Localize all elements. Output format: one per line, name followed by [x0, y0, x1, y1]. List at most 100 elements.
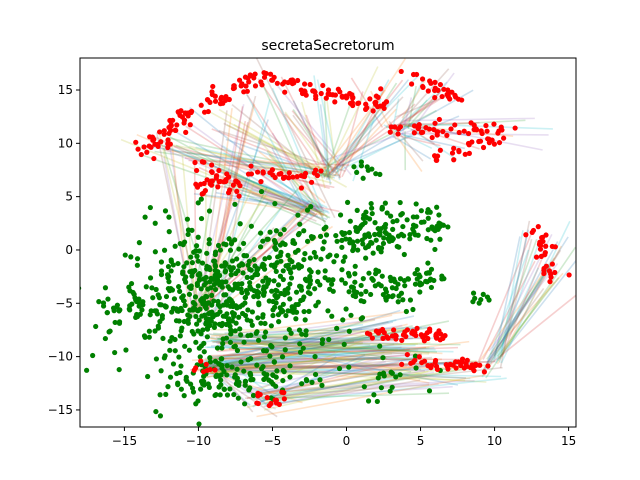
red-point — [429, 134, 435, 141]
red-point — [481, 369, 487, 375]
red-point — [323, 95, 329, 101]
red-point — [433, 363, 440, 369]
green-point — [158, 268, 165, 274]
green-point — [232, 237, 238, 243]
green-point — [143, 284, 149, 290]
red-point — [209, 89, 215, 95]
green-point — [315, 269, 321, 275]
green-point — [418, 281, 425, 287]
red-point — [523, 232, 529, 238]
link-line — [163, 149, 330, 170]
link-line — [482, 287, 545, 371]
green-point — [329, 313, 335, 319]
green-point — [215, 242, 222, 249]
red-point — [212, 98, 219, 104]
green-point — [242, 379, 249, 385]
green-point — [389, 293, 395, 300]
green-point — [272, 201, 278, 207]
link-line — [210, 340, 470, 375]
link-line — [188, 159, 350, 166]
red-point — [255, 400, 261, 407]
green-point — [399, 210, 405, 217]
red-point — [244, 88, 250, 94]
link-line — [489, 272, 564, 355]
red-point — [384, 334, 390, 340]
green-point — [373, 271, 379, 277]
green-point — [303, 328, 309, 334]
green-point — [195, 398, 201, 404]
green-point — [285, 308, 291, 314]
green-point — [260, 278, 266, 284]
green-point — [340, 258, 346, 264]
green-point — [204, 326, 211, 332]
link-line — [261, 392, 450, 400]
green-point — [189, 227, 195, 233]
link-line — [203, 321, 389, 364]
green-point — [181, 264, 187, 270]
red-point — [498, 124, 504, 130]
green-point — [153, 286, 159, 293]
green-points-layer — [80, 159, 492, 427]
green-point — [426, 388, 433, 394]
y-tick-label: 0 — [65, 243, 73, 257]
red-point — [280, 81, 286, 87]
red-point — [274, 80, 280, 86]
red-point — [255, 169, 261, 175]
red-point — [458, 362, 464, 369]
green-point — [363, 214, 370, 221]
green-point — [363, 255, 369, 261]
green-point — [389, 370, 395, 376]
green-point — [389, 384, 395, 390]
link-line — [498, 230, 524, 363]
green-point — [224, 372, 230, 378]
link-line — [210, 337, 398, 351]
green-point — [350, 247, 356, 254]
green-point — [314, 278, 321, 285]
green-point — [387, 388, 393, 394]
y-tick-label: −10 — [48, 350, 73, 364]
link-line — [292, 114, 335, 174]
green-point — [218, 382, 224, 388]
green-point — [231, 391, 237, 398]
link-line — [203, 334, 390, 368]
link-line — [496, 259, 576, 361]
red-point — [337, 89, 343, 95]
green-point — [337, 212, 344, 218]
green-point — [272, 239, 278, 245]
green-point — [229, 258, 236, 264]
link-line — [257, 78, 326, 178]
y-tick-label: −15 — [48, 403, 73, 417]
link-line — [208, 341, 431, 358]
red-point — [320, 82, 326, 89]
green-point — [439, 276, 445, 282]
link-line — [487, 236, 569, 363]
red-point — [425, 88, 431, 94]
green-point — [424, 279, 430, 285]
green-point — [260, 292, 267, 298]
green-point — [300, 345, 306, 351]
y-tick-label: 10 — [58, 136, 73, 150]
green-point — [254, 362, 260, 368]
green-point — [397, 199, 403, 206]
green-point — [375, 375, 381, 381]
green-point — [174, 308, 180, 314]
link-line — [171, 145, 191, 320]
green-point — [194, 321, 200, 327]
green-point — [383, 289, 389, 295]
green-point — [254, 329, 260, 335]
red-point — [397, 124, 404, 130]
green-point — [341, 341, 347, 347]
green-point — [153, 408, 159, 415]
green-point — [288, 270, 294, 276]
red-point — [170, 117, 176, 123]
green-point — [185, 231, 191, 238]
green-point — [301, 228, 307, 234]
link-line — [208, 353, 422, 368]
link-line — [250, 374, 409, 400]
green-point — [178, 363, 184, 369]
green-point — [112, 319, 118, 326]
green-point — [293, 316, 299, 322]
red-point — [212, 93, 218, 99]
link-line — [478, 257, 556, 363]
green-point — [220, 336, 226, 342]
